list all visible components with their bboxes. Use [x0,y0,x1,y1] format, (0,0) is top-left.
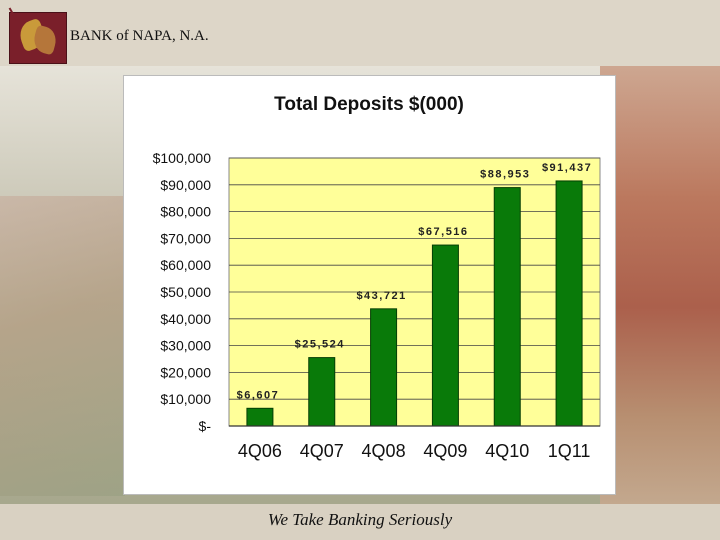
data-label: $25,524 [295,339,345,351]
vineyard-foliage-left [0,196,125,496]
footer-bar [0,504,720,540]
bar [370,308,398,427]
y-tick-label: $- [199,418,212,434]
bar [555,180,583,427]
vineyard-foliage-right [600,66,720,504]
bar [246,407,274,427]
data-label: $6,607 [237,389,280,401]
data-label: $67,516 [418,226,468,238]
x-tick-label: 4Q08 [362,441,406,461]
bank-logo [8,7,67,64]
deposits-bar-chart: Total Deposits $(000) $- $10,000 $20,000 $30… [153,94,601,461]
y-tick-label: $10,000 [160,391,211,407]
chart-title: Total Deposits $(000) [274,94,464,115]
y-tick-label: $50,000 [160,284,211,300]
bank-name: BANK of NAPA, N.A. [70,28,209,44]
bar [431,244,459,427]
y-tick-label: $80,000 [160,204,211,220]
y-tick-label: $70,000 [160,230,211,246]
x-tick-label: 4Q09 [423,441,467,461]
header-bar [0,0,720,66]
bar [493,187,521,427]
data-label: $43,721 [356,290,406,302]
y-tick-label: $20,000 [160,364,211,380]
chart-panel: Total Deposits $(000) $- $10,000 $20,000 $30… [123,75,616,495]
bar [308,357,336,427]
data-label: $88,953 [480,169,530,181]
y-tick-label: $100,000 [153,150,212,166]
x-tick-label: 4Q10 [485,441,529,461]
tagline: We Take Banking Seriously [267,510,453,529]
y-tick-label: $30,000 [160,338,211,354]
x-tick-label: 4Q07 [300,441,344,461]
y-tick-label: $60,000 [160,257,211,273]
y-tick-label: $40,000 [160,311,211,327]
data-label: $91,437 [542,162,592,174]
x-tick-label: 1Q11 [548,441,591,461]
y-tick-label: $90,000 [160,177,211,193]
x-tick-label: 4Q06 [238,441,282,461]
